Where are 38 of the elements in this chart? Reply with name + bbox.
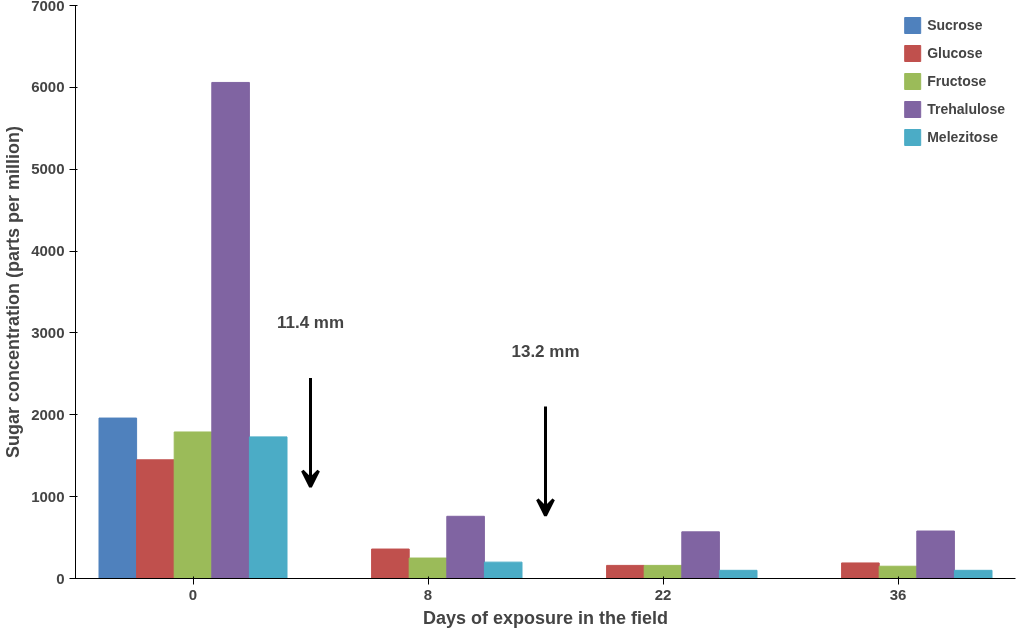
y-tick-label: 0	[56, 569, 65, 587]
x-tick-label: 8	[423, 585, 433, 603]
bar	[408, 557, 448, 579]
bar	[136, 459, 175, 579]
bar	[718, 569, 758, 579]
bar	[878, 565, 918, 579]
bar	[173, 431, 213, 579]
x-tick-label: 22	[654, 585, 672, 603]
y-tick-label: 5000	[31, 160, 65, 178]
legend-label: Melezitose	[927, 129, 998, 145]
bar	[446, 515, 485, 579]
legend-label: Sucrose	[927, 17, 983, 33]
bar	[841, 562, 880, 579]
bar	[98, 417, 138, 579]
bar	[681, 531, 720, 579]
bar	[643, 564, 683, 579]
bar	[248, 436, 288, 579]
annotation: 13.2 mm	[511, 341, 580, 361]
x-axis-title: Days of exposure in the field	[422, 607, 669, 628]
y-tick-label: 7000	[31, 0, 65, 14]
annotation: 11.4 mm	[276, 313, 345, 333]
y-tick-label: 6000	[31, 78, 65, 96]
bar	[916, 530, 955, 579]
y-tick-label: 4000	[31, 242, 65, 260]
legend-label: Trehalulose	[927, 101, 1005, 117]
x-tick-label: 0	[188, 585, 198, 603]
x-tick-label: 36	[889, 585, 907, 603]
bar	[953, 569, 993, 579]
bar	[211, 81, 250, 579]
bar	[606, 564, 645, 579]
y-tick-label: 3000	[31, 323, 65, 341]
legend-label: Fructose	[927, 73, 987, 89]
y-tick-label: 2000	[31, 405, 65, 423]
legend-label: Glucose	[927, 45, 983, 61]
y-tick-label: 1000	[31, 487, 65, 505]
y-axis-title: Sugar concentration (parts per million)	[3, 125, 24, 459]
bar	[371, 548, 410, 579]
bar	[483, 561, 523, 579]
